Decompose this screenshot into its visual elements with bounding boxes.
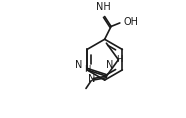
Text: N: N [88,74,95,84]
Text: NH: NH [96,2,110,12]
Text: H: H [116,55,122,64]
Text: OH: OH [123,17,138,27]
Text: H: H [84,65,91,74]
Text: N: N [106,60,114,70]
Text: N: N [75,60,82,70]
